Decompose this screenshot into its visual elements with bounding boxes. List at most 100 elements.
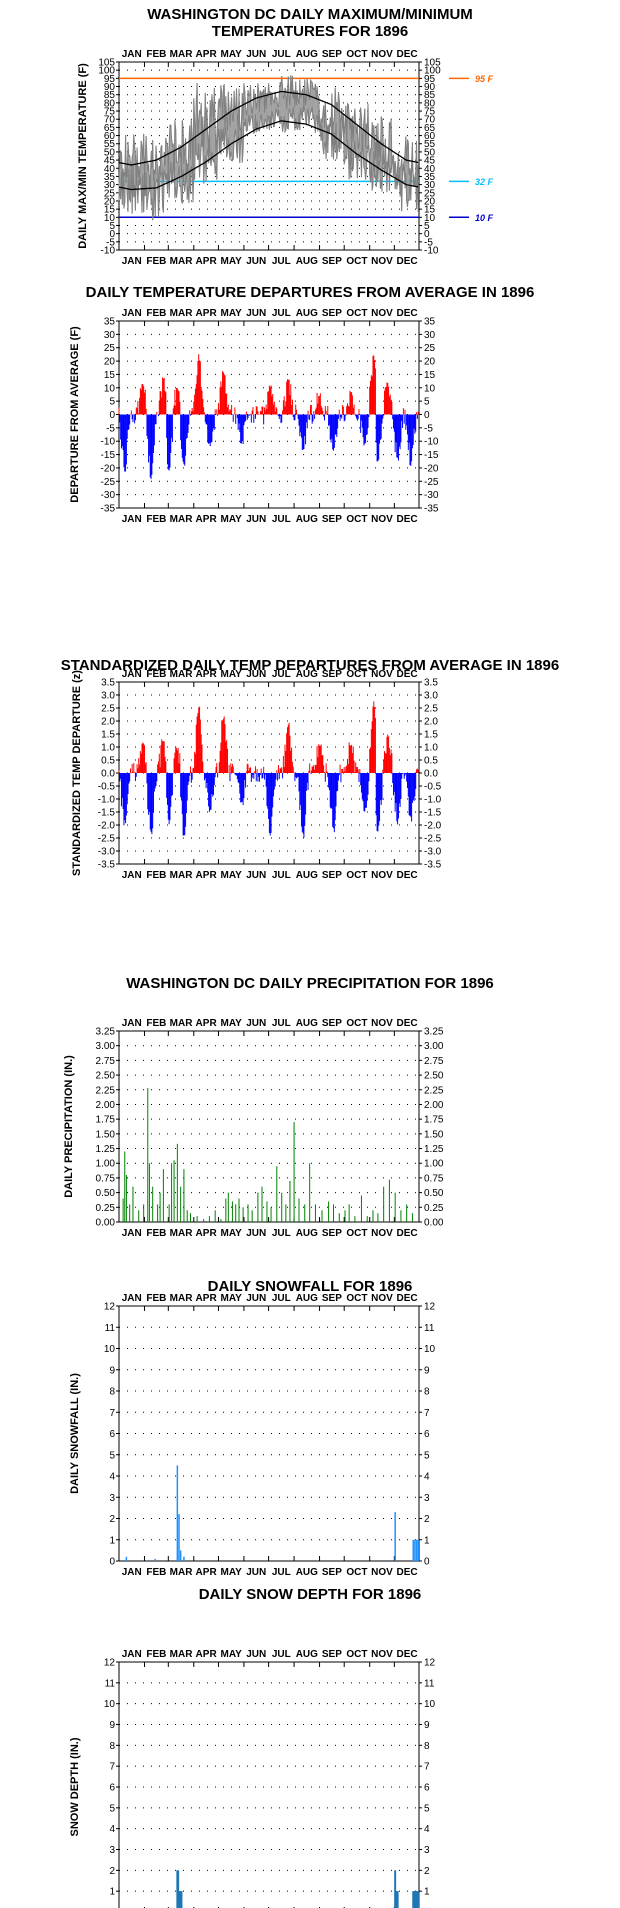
month-label: JUL [272, 514, 291, 525]
month-label: SEP [322, 669, 342, 680]
y-tick-label: -2.5 [98, 834, 116, 845]
month-label: APR [196, 870, 218, 881]
y-tick-label: 5 [109, 397, 115, 408]
month-label: SEP [322, 514, 342, 525]
month-label: JUN [246, 669, 266, 680]
y-tick-label: 0 [424, 410, 430, 421]
month-label: FEB [146, 308, 166, 319]
y-tick-label: 0 [424, 1557, 430, 1568]
month-label: APR [196, 514, 218, 525]
y-tick-label: 3.5 [101, 678, 115, 689]
y-tick-label: -5 [106, 423, 115, 434]
month-label: JUN [246, 308, 266, 319]
y-tick-label: -25 [101, 477, 116, 488]
month-label: MAY [221, 1567, 243, 1578]
month-label: JUL [272, 49, 291, 60]
y-tick-label: 2 [109, 1514, 115, 1525]
y-tick-label: -3.0 [424, 847, 442, 858]
y-tick-label: 3.25 [424, 1027, 444, 1038]
month-label: MAR [170, 514, 194, 525]
y-tick-label: 0.50 [424, 1188, 444, 1199]
y-tick-label: -3.0 [98, 847, 116, 858]
month-label: DEC [397, 514, 418, 525]
y-tick-label: 1 [109, 1887, 115, 1898]
month-label: APR [196, 49, 218, 60]
month-label: MAR [170, 49, 194, 60]
month-label: FEB [146, 514, 166, 525]
y-tick-label: 3.25 [96, 1027, 116, 1038]
month-label: APR [196, 1228, 218, 1239]
month-label: DEC [397, 256, 418, 267]
y-tick-label: 1.5 [424, 730, 438, 741]
y-tick-label: 6 [109, 1429, 115, 1440]
y-tick-label: 2.50 [424, 1071, 444, 1082]
y-tick-label: 4 [424, 1472, 430, 1483]
y-tick-label: 10 [424, 1344, 436, 1355]
month-label: APR [196, 1293, 218, 1304]
y-tick-label: -1.0 [424, 795, 442, 806]
month-label: JUN [246, 1228, 266, 1239]
y-tick-label: 35 [424, 317, 436, 328]
y-tick-label: 9 [109, 1365, 115, 1376]
reference-line-label: 32 F [475, 177, 494, 187]
month-label: FEB [146, 1567, 166, 1578]
month-label: AUG [296, 256, 318, 267]
month-label: NOV [371, 1018, 393, 1029]
y-tick-label: 20 [424, 357, 436, 368]
y-tick-label: 2.25 [424, 1085, 444, 1096]
y-tick-label: 11 [424, 1323, 435, 1334]
month-label: NOV [371, 669, 393, 680]
month-label: NOV [371, 49, 393, 60]
month-label: JAN [122, 1018, 142, 1029]
y-tick-label: 2.75 [424, 1056, 444, 1067]
y-tick-label: -15 [424, 450, 439, 461]
month-label: MAY [221, 514, 243, 525]
y-axis-label: DEPARTURE FROM AVERAGE (F) [69, 326, 81, 503]
month-label: JAN [122, 669, 142, 680]
month-label: FEB [146, 1018, 166, 1029]
y-tick-label: 3 [109, 1845, 115, 1856]
y-tick-label: -35 [101, 504, 116, 515]
month-label: AUG [296, 514, 318, 525]
y-tick-label: 7 [424, 1408, 430, 1419]
month-label: APR [196, 669, 218, 680]
y-tick-label: 4 [424, 1824, 430, 1835]
month-label: MAY [221, 1293, 243, 1304]
month-label: NOV [371, 1649, 393, 1660]
y-tick-label: -35 [424, 504, 439, 515]
month-label: JAN [122, 1567, 142, 1578]
y-tick-label: 3.0 [424, 691, 438, 702]
month-label: APR [196, 1018, 218, 1029]
month-label: FEB [146, 256, 166, 267]
month-label: MAR [170, 669, 194, 680]
y-tick-label: 2.0 [101, 717, 115, 728]
y-tick-label: 6 [109, 1783, 115, 1794]
month-label: OCT [346, 514, 367, 525]
y-tick-label: 9 [109, 1720, 115, 1731]
y-tick-label: 1.0 [424, 743, 438, 754]
month-label: SEP [322, 1018, 342, 1029]
month-label: MAR [170, 1649, 194, 1660]
y-tick-label: 0.5 [424, 756, 438, 767]
y-tick-label: 12 [104, 1302, 116, 1313]
y-tick-label: 0.00 [96, 1218, 116, 1229]
y-axis-label: STANDARDIZED TEMP DEPARTURE (z) [71, 670, 83, 876]
y-tick-label: 2.00 [96, 1100, 116, 1111]
month-label: AUG [296, 870, 318, 881]
y-tick-label: 0.50 [96, 1188, 116, 1199]
y-tick-label: -10 [424, 437, 439, 448]
y-tick-label: 30 [104, 330, 116, 341]
month-label: JUN [246, 514, 266, 525]
y-tick-label: 20 [104, 357, 116, 368]
y-tick-label: 0.25 [96, 1203, 116, 1214]
y-tick-label: 10 [104, 383, 116, 394]
month-label: OCT [346, 1228, 367, 1239]
month-label: OCT [346, 308, 367, 319]
month-label: NOV [371, 1228, 393, 1239]
month-label: JUL [272, 256, 291, 267]
month-label: APR [196, 1567, 218, 1578]
y-axis-label: DAILY MAX/MIN TEMPERATURE (F) [77, 63, 89, 249]
month-label: SEP [322, 1293, 342, 1304]
month-label: JAN [122, 308, 142, 319]
month-label: NOV [371, 1567, 393, 1578]
